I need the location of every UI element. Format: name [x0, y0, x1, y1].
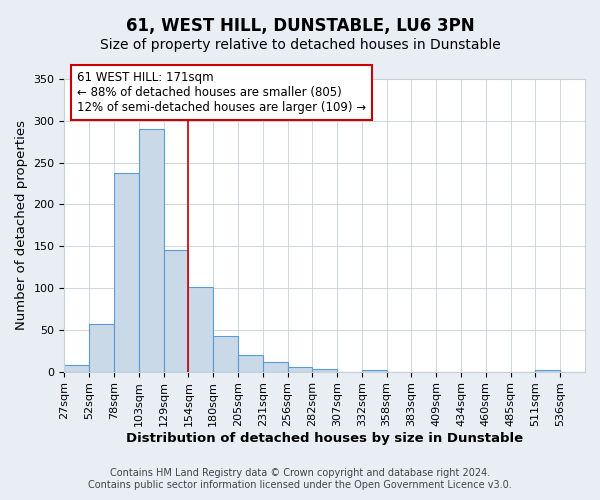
X-axis label: Distribution of detached houses by size in Dunstable: Distribution of detached houses by size … — [126, 432, 523, 445]
Bar — [238, 355, 263, 372]
Bar — [64, 365, 89, 372]
Y-axis label: Number of detached properties: Number of detached properties — [15, 120, 28, 330]
Text: Contains public sector information licensed under the Open Government Licence v3: Contains public sector information licen… — [88, 480, 512, 490]
Bar — [89, 324, 114, 372]
Text: Contains HM Land Registry data © Crown copyright and database right 2024.: Contains HM Land Registry data © Crown c… — [110, 468, 490, 477]
Bar — [287, 366, 313, 372]
Bar — [213, 336, 238, 372]
Bar — [535, 370, 560, 372]
Bar — [188, 287, 213, 372]
Bar — [362, 370, 386, 372]
Text: 61 WEST HILL: 171sqm
← 88% of detached houses are smaller (805)
12% of semi-deta: 61 WEST HILL: 171sqm ← 88% of detached h… — [77, 71, 366, 114]
Text: 61, WEST HILL, DUNSTABLE, LU6 3PN: 61, WEST HILL, DUNSTABLE, LU6 3PN — [125, 18, 475, 36]
Bar — [263, 362, 287, 372]
Bar — [164, 250, 188, 372]
Bar — [139, 129, 164, 372]
Bar — [114, 172, 139, 372]
Bar — [313, 369, 337, 372]
Text: Size of property relative to detached houses in Dunstable: Size of property relative to detached ho… — [100, 38, 500, 52]
